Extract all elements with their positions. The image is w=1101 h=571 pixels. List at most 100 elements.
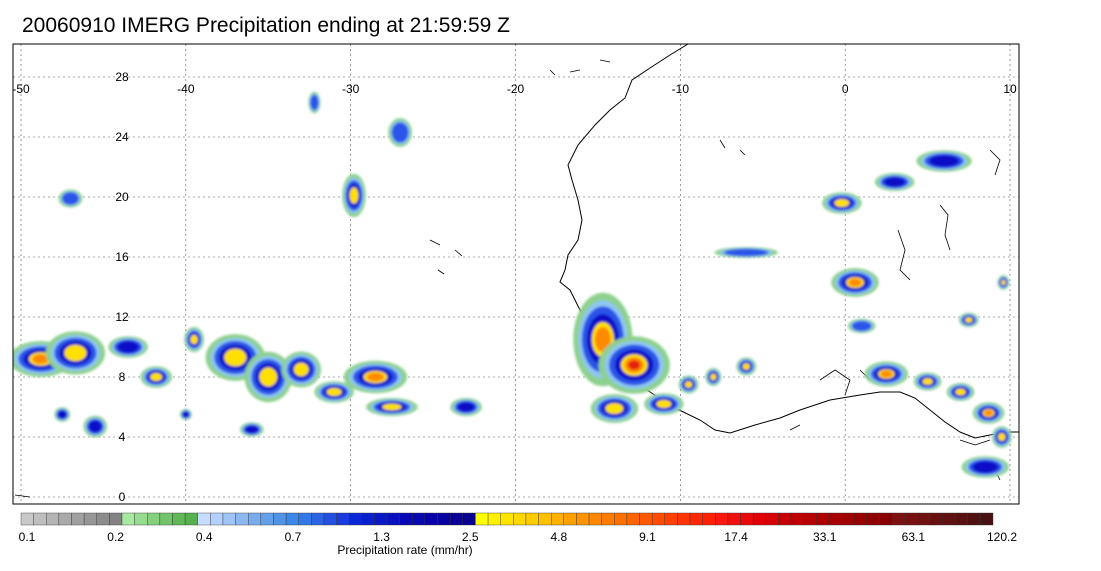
precip-cell — [864, 361, 909, 387]
precip-cell — [590, 394, 639, 423]
latitude-tick-labels: 0 4 8 12 16 20 24 28 — [115, 70, 129, 504]
longitude-tick-label: 10 — [1003, 82, 1017, 96]
precip-contour — [62, 192, 79, 205]
latitude-tick-label: 4 — [119, 430, 126, 444]
precip-contour — [656, 399, 672, 409]
precip-contour — [293, 362, 309, 377]
precip-contour — [834, 198, 850, 208]
precip-contour — [710, 373, 717, 381]
precip-contour — [929, 155, 960, 167]
precip-cell — [598, 336, 670, 394]
map-frame — [12, 43, 1020, 505]
precip-cell — [450, 398, 482, 416]
precip-cell — [847, 318, 876, 334]
precip-contour — [972, 461, 999, 473]
latitude-tick-label: 24 — [115, 130, 129, 144]
latitude-tick-label: 28 — [115, 70, 129, 84]
latitude-tick-label: 16 — [115, 250, 129, 264]
latitude-tick-label: 8 — [119, 370, 126, 384]
precip-contour — [1001, 279, 1006, 286]
precip-cell — [244, 351, 292, 403]
precip-contour — [965, 317, 973, 323]
precip-contour — [391, 122, 409, 143]
precip-contour — [984, 410, 993, 416]
precip-contour — [190, 334, 198, 345]
precip-cell — [281, 351, 321, 388]
precip-cell — [736, 357, 757, 376]
precip-cell — [45, 331, 106, 375]
map-title: 20060910 IMERG Precipitation ending at 2… — [22, 14, 510, 37]
precip-cell — [874, 173, 915, 191]
precip-contour — [880, 370, 893, 378]
precip-contour — [742, 363, 750, 370]
precip-cell — [991, 426, 1012, 448]
precipitation-cells — [13, 91, 1012, 478]
precip-cell — [239, 422, 264, 437]
longitude-tick-labels: -50 -40 -30 -20 -10 0 10 — [12, 82, 1017, 96]
precip-cell — [140, 366, 172, 388]
latitude-tick-label: 20 — [115, 190, 129, 204]
precip-cell — [184, 326, 204, 353]
precip-contour — [366, 372, 384, 382]
precip-contour — [245, 425, 259, 434]
precip-contour — [117, 341, 139, 353]
precip-cell — [314, 381, 354, 403]
precip-contour — [150, 372, 163, 382]
longitude-tick-label: -50 — [12, 82, 30, 96]
precip-contour — [310, 94, 319, 111]
precip-cell — [54, 407, 71, 422]
precip-cell — [831, 268, 879, 297]
precip-cell — [961, 456, 1010, 478]
precip-contour — [349, 187, 359, 204]
precip-contour — [382, 403, 402, 411]
longitude-tick-label: -30 — [342, 82, 360, 96]
precip-contour — [88, 420, 102, 433]
precip-cell — [714, 247, 778, 258]
precip-contour — [57, 410, 67, 419]
precip-cell — [108, 336, 148, 358]
precip-contour — [922, 378, 933, 385]
precip-contour — [883, 177, 906, 187]
precip-cell — [388, 118, 412, 147]
longitude-tick-label: -20 — [507, 82, 525, 96]
precip-contour — [259, 367, 278, 387]
coastlines — [14, 44, 1019, 498]
precip-cell — [644, 393, 684, 415]
precip-contour — [628, 360, 641, 370]
longitude-tick-label: -10 — [672, 82, 690, 96]
precip-cell — [705, 368, 722, 386]
precip-contour — [848, 278, 862, 287]
precip-cell — [822, 192, 862, 214]
precip-cell — [58, 189, 83, 208]
precip-cell — [958, 312, 979, 328]
precip-cell — [913, 372, 942, 391]
precip-contour — [851, 320, 872, 332]
latitude-tick-label: 12 — [115, 310, 129, 324]
precip-contour — [684, 381, 693, 388]
precip-contour — [182, 411, 190, 418]
precip-contour — [594, 327, 611, 352]
precip-cell — [678, 375, 699, 394]
precip-contour — [955, 388, 966, 396]
precip-cell — [308, 91, 321, 114]
longitude-tick-label: -40 — [177, 82, 195, 96]
precip-cell — [343, 360, 408, 394]
precip-contour — [998, 432, 1006, 442]
precip-contour — [457, 402, 475, 412]
precip-cell — [83, 415, 108, 438]
precip-cell — [916, 150, 972, 172]
longitude-tick-label: 0 — [842, 82, 849, 96]
precip-contour — [32, 354, 50, 364]
precip-cell — [997, 275, 1010, 290]
precip-contour — [605, 403, 624, 414]
precip-cell — [179, 409, 192, 420]
precip-contour — [326, 387, 342, 397]
precip-cell — [972, 402, 1005, 424]
precip-contour — [64, 344, 87, 362]
precip-cell — [366, 398, 418, 416]
latitude-tick-label: 0 — [119, 490, 126, 504]
precip-contour — [723, 248, 769, 257]
precip-contour — [224, 348, 247, 367]
precip-cell — [342, 173, 366, 218]
